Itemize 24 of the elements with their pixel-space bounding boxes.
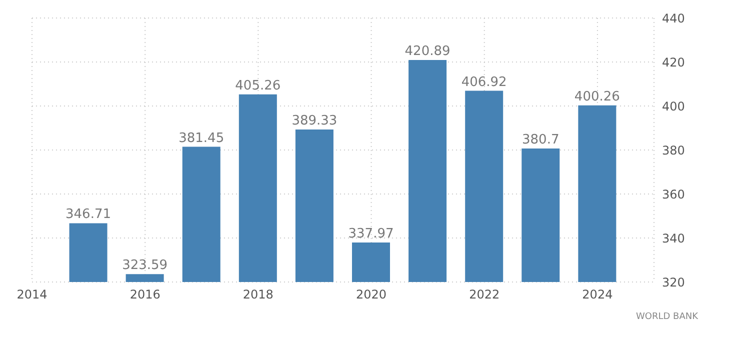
data-label: 405.26	[235, 78, 281, 94]
data-label: 380.7	[522, 132, 560, 148]
data-label: 420.89	[404, 44, 450, 60]
x-tick-label: 2020	[356, 288, 387, 302]
x-tick-label: 2016	[130, 288, 160, 302]
data-label: 406.92	[461, 74, 507, 90]
y-tick-label: 320	[662, 275, 685, 290]
y-tick-label: 440	[662, 11, 685, 26]
data-label: 381.45	[178, 130, 224, 146]
x-tick-label: 2022	[469, 288, 500, 302]
y-tick-label: 420	[662, 55, 685, 70]
data-label: 400.26	[574, 89, 620, 104]
x-tick-label: 2014	[16, 288, 48, 302]
y-tick-label: 400	[662, 99, 685, 114]
data-label: 389.33	[292, 113, 338, 128]
x-tick-label: 2024	[582, 288, 613, 302]
y-tick-label: 340	[662, 231, 685, 246]
y-tick-label: 380	[662, 143, 685, 158]
y-tick-label: 360	[662, 187, 685, 202]
text: WORLD BANK	[636, 312, 698, 322]
data-label: 337.97	[348, 226, 394, 242]
data-label: 323.59	[122, 258, 168, 274]
data-label: 346.71	[66, 207, 112, 222]
x-tick-label: 2018	[242, 288, 274, 302]
